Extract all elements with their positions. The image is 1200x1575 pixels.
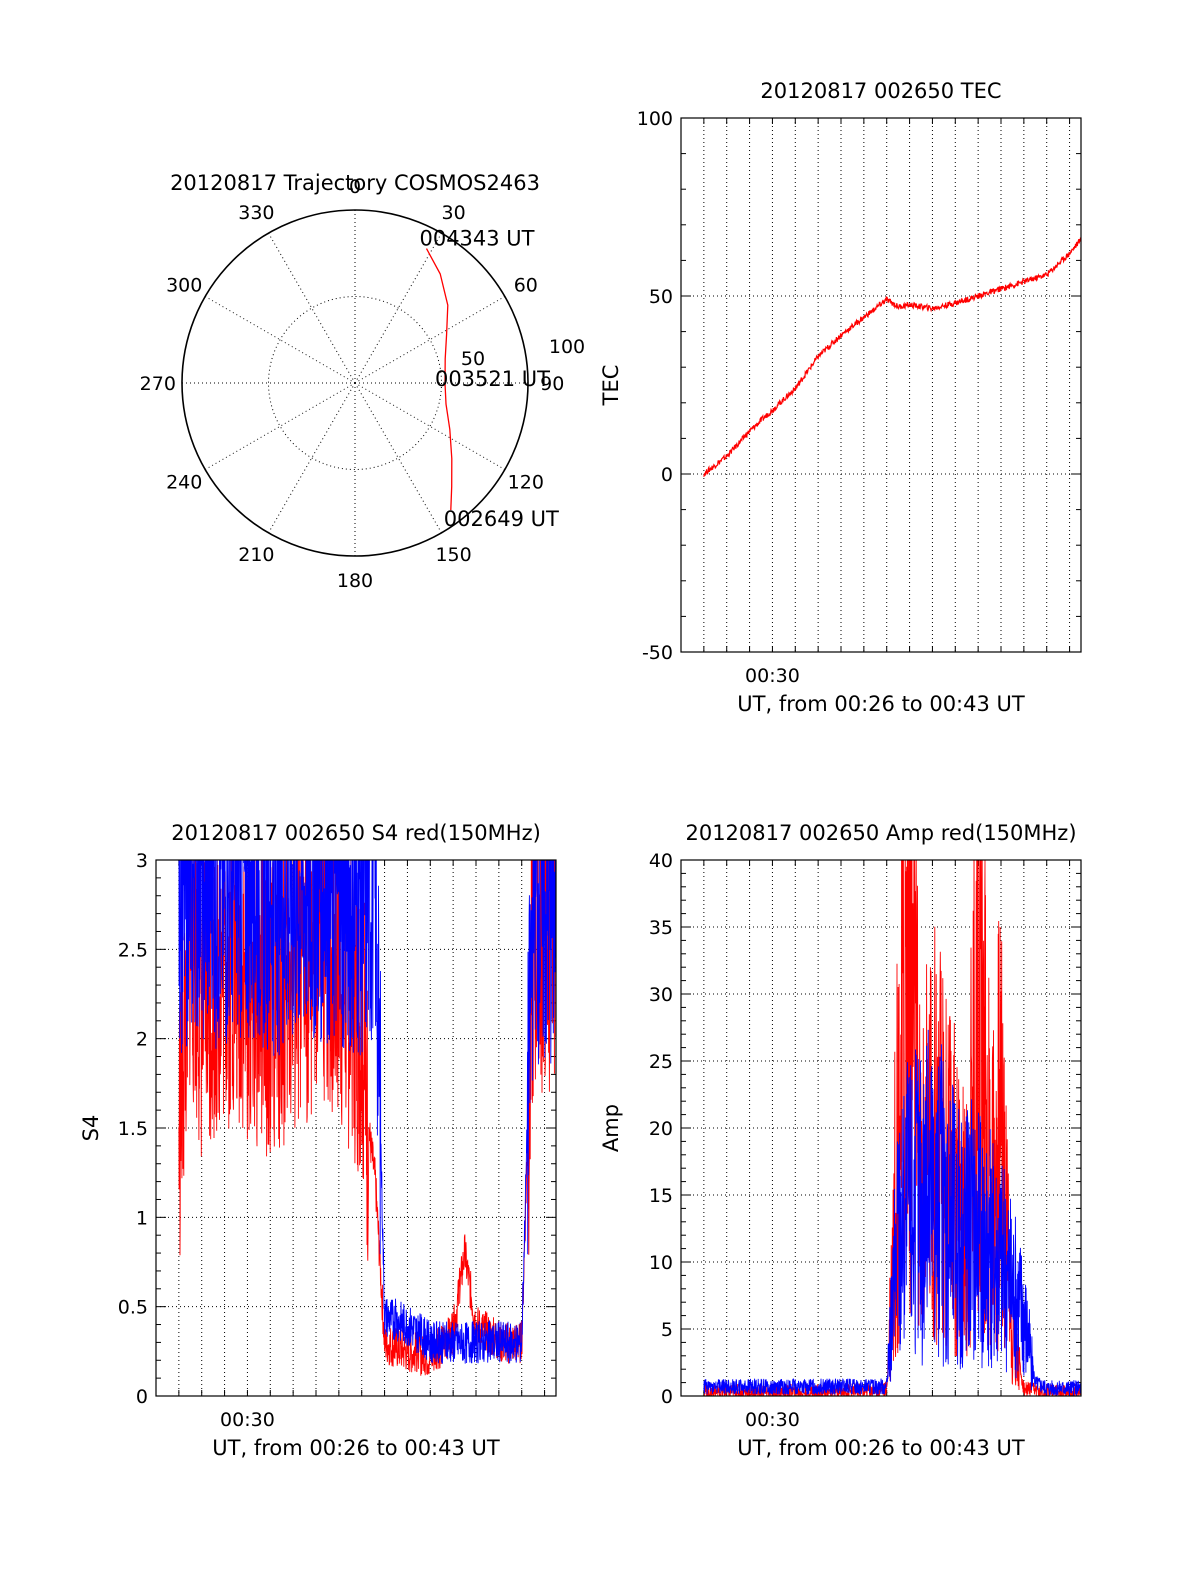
amp-series-blue-line xyxy=(703,1029,1081,1396)
trajectory-time-annotation: 004343 UT xyxy=(419,227,534,251)
polar-angle-label: 60 xyxy=(514,274,538,296)
s4-ytick-label: 3 xyxy=(136,850,148,872)
polar-radius-label: 100 xyxy=(549,336,585,358)
s4-ytick-label: 2.5 xyxy=(118,939,148,961)
amp-x-axis-label: UT, from 00:26 to 00:43 UT xyxy=(737,1436,1025,1460)
tec-x-axis-label: UT, from 00:26 to 00:43 UT xyxy=(737,692,1025,716)
polar-angle-label: 0 xyxy=(349,176,361,198)
polar-grid-spoke xyxy=(204,296,356,384)
s4-ytick-label: 0.5 xyxy=(118,1297,148,1319)
polar-angle-label: 330 xyxy=(238,202,274,224)
trajectory-time-annotation: 003521 UT xyxy=(435,367,550,391)
polar-outer-circle xyxy=(181,209,529,557)
amp-ytick-label: 40 xyxy=(649,850,673,872)
amp-ytick-label: 0 xyxy=(661,1386,673,1408)
polar-grid-spoke xyxy=(268,232,356,384)
tec-xtick-label: 00:30 xyxy=(745,665,800,687)
polar-angle-label: 300 xyxy=(166,274,202,296)
tec-panel: -50 0 50 100 00:30 20120817 002650 TEC UT, fro… xyxy=(599,79,1082,716)
s4-ytick-label: 1 xyxy=(136,1207,148,1229)
amp-ytick-label: 20 xyxy=(649,1118,673,1140)
tec-chart-title: 20120817 002650 TEC xyxy=(760,79,1001,103)
tec-ytick-label: 100 xyxy=(637,108,673,130)
polar-angle-label: 270 xyxy=(140,373,176,395)
trajectory-curve xyxy=(425,248,453,511)
amp-y-axis-label: Amp xyxy=(599,1104,623,1152)
amp-ytick-label: 30 xyxy=(649,984,673,1006)
polar-grid-spoke xyxy=(354,232,442,384)
amp-ytick-label: 10 xyxy=(649,1252,673,1274)
s4-ytick-label: 1.5 xyxy=(118,1118,148,1140)
s4-ytick-label: 2 xyxy=(136,1029,148,1051)
polar-angle-label: 30 xyxy=(442,202,466,224)
amp-xtick-label: 00:30 xyxy=(745,1409,800,1431)
polar-angle-label: 150 xyxy=(435,544,471,566)
amp-ytick-label: 35 xyxy=(649,917,673,939)
polar-grid-spoke xyxy=(354,382,442,534)
tec-series-red-line xyxy=(703,237,1081,477)
trajectory-time-annotation: 002649 UT xyxy=(444,507,559,531)
polar-grid-circle xyxy=(268,296,442,470)
amp-panel: 0 5 10 15 20 25 30 35 40 00:30 20120817 002650 Amp… xyxy=(599,821,1082,1460)
s4-plot-frame xyxy=(155,859,557,1397)
tec-ytick-label: 0 xyxy=(661,464,673,486)
trajectory-panel: 0 30 60 90 120 150 180 210 240 270 300 330 50 100 0043… xyxy=(140,171,585,592)
polar-angle-label: 180 xyxy=(337,570,373,592)
s4-chart-title: 20120817 002650 S4 red(150MHz) xyxy=(171,821,541,845)
tec-y-axis-label: TEC xyxy=(599,365,623,407)
s4-panel: 0 0.5 1 1.5 2 2.5 3 00:30 20120817 002650 S4 red… xyxy=(79,821,557,1460)
trajectory-chart-title: 20120817 Trajectory COSMOS2463 xyxy=(170,171,540,195)
polar-angle-label: 210 xyxy=(238,544,274,566)
amp-ytick-label: 5 xyxy=(661,1319,673,1341)
polar-angle-label: 240 xyxy=(166,472,202,494)
polar-grid-spoke xyxy=(354,382,506,470)
amp-plot-frame xyxy=(680,859,1082,1397)
polar-angle-label: 120 xyxy=(508,472,544,494)
polar-grid-spoke xyxy=(354,296,506,384)
s4-x-axis-label: UT, from 00:26 to 00:43 UT xyxy=(212,1436,500,1460)
amp-ytick-label: 15 xyxy=(649,1185,673,1207)
polar-radius-label: 50 xyxy=(461,348,485,370)
s4-y-axis-label: S4 xyxy=(79,1115,103,1142)
polar-angle-label: 90 xyxy=(540,373,564,395)
polar-grid-spoke xyxy=(268,382,356,534)
tec-ytick-label: 50 xyxy=(649,286,673,308)
polar-grid-spoke xyxy=(204,382,356,470)
amp-ytick-label: 25 xyxy=(649,1051,673,1073)
tec-plot-frame xyxy=(680,117,1082,653)
s4-xtick-label: 00:30 xyxy=(220,1409,275,1431)
s4-series-blue-line xyxy=(178,860,556,1364)
s4-ytick-label: 0 xyxy=(136,1386,148,1408)
amp-chart-title: 20120817 002650 Amp red(150MHz) xyxy=(685,821,1076,845)
tec-ytick-label: -50 xyxy=(642,642,673,664)
